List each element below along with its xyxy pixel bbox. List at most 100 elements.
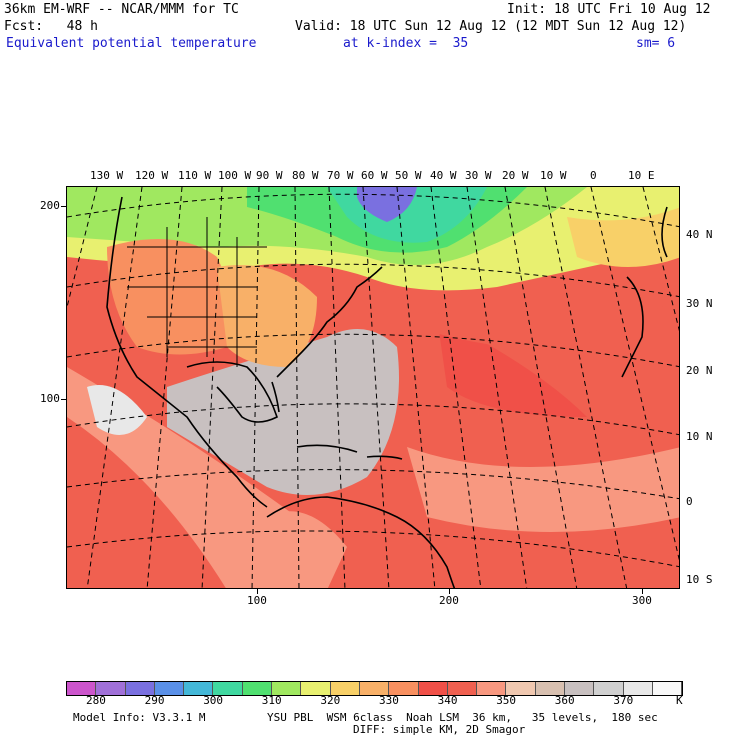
state-borders (166, 217, 238, 367)
colorbar-swatch (184, 682, 214, 695)
lon-label: 70 W (327, 169, 354, 182)
grid-tick (449, 589, 450, 594)
cuba (296, 444, 358, 453)
colorbar-tick-label: 280 (86, 694, 106, 707)
lon-label: 10 E (628, 169, 655, 182)
parallel-10n (67, 403, 679, 436)
lon-label: 50 W (395, 169, 422, 182)
hispaniola (366, 455, 403, 460)
meridian (294, 187, 300, 588)
colorbar-tick-label: 350 (496, 694, 517, 707)
lon-label: 40 W (430, 169, 457, 182)
parallel-20n (67, 333, 679, 368)
south-america-field (267, 511, 347, 588)
colorbar-swatch (330, 682, 360, 695)
west-africa-coast (621, 276, 644, 378)
colorbar-swatch (301, 682, 331, 695)
lon-label: 10 W (540, 169, 567, 182)
model-title: 36km EM-WRF -- NCAR/MMM for TC (4, 2, 239, 17)
grid-tick (257, 589, 258, 594)
meridian (642, 187, 679, 332)
lat-label: 10 S (686, 573, 713, 586)
meridian (430, 187, 482, 588)
eastern-us-field (217, 265, 317, 367)
colorbar-tick-label: 290 (144, 694, 165, 707)
pacific-coast (106, 196, 268, 508)
grid-y-label: 100 (40, 392, 60, 405)
meridian (466, 187, 528, 588)
atlantic-coast (276, 266, 383, 378)
meridian (396, 187, 436, 588)
grid-x-label: 200 (439, 594, 459, 607)
colorbar-swatch (652, 682, 683, 695)
colorbar-unit: K (676, 694, 683, 707)
colorbar-tick-label: 360 (554, 694, 575, 707)
lon-label: 80 W (292, 169, 319, 182)
colorbar-swatch (359, 682, 390, 695)
colorbar-swatch (272, 682, 302, 695)
coastlines (106, 196, 668, 588)
lon-label: 30 W (465, 169, 492, 182)
lon-label: 0 (590, 169, 597, 182)
meridian (251, 187, 260, 588)
itcz-band (407, 447, 679, 532)
lat-label: 0 (686, 495, 693, 508)
meridian (67, 187, 98, 308)
colorbar-swatch (242, 682, 273, 695)
lon-label: 90 W (256, 169, 283, 182)
gulf-coast (186, 361, 278, 423)
iberia-coast (661, 206, 668, 258)
colorbar-swatch (477, 682, 507, 695)
colorbar-tick-label: 340 (437, 694, 458, 707)
graticule (67, 187, 679, 588)
western-us-field (107, 239, 231, 355)
lon-label: 130 W (90, 169, 124, 182)
meridian (328, 187, 346, 588)
grid-y-label: 200 (40, 199, 60, 212)
colorbar-tick-label: 310 (261, 694, 282, 707)
colorbar-swatch (213, 682, 243, 695)
parallel-30n (67, 263, 679, 298)
parallel-40n (67, 193, 679, 228)
colorbar-swatch (565, 682, 595, 695)
lon-label: 20 W (502, 169, 529, 182)
valid-time: Valid: 18 UTC Sun 12 Aug 12 (12 MDT Sun … (295, 19, 687, 34)
gulf-caribbean-field (167, 329, 399, 495)
colorbar (66, 681, 684, 696)
meridian (86, 187, 143, 588)
map-canvas (67, 187, 679, 588)
grid-tick (61, 206, 66, 207)
state-borders (127, 246, 267, 348)
model-info: Model Info: V3.3.1 M (73, 711, 206, 724)
lat-label: 40 N (686, 228, 713, 241)
grid-tick (642, 589, 643, 594)
gulf-stream-streak (347, 268, 679, 347)
meridian (544, 187, 628, 588)
smoothing-info: sm= 6 (636, 36, 676, 51)
lat-label: 30 N (686, 297, 713, 310)
physics-info: YSU PBL WSM 6class Noah LSM 36 km, 35 le… (267, 711, 658, 724)
meridian (146, 187, 183, 588)
colorbar-swatch (125, 682, 155, 695)
atlantic-core (437, 317, 587, 417)
colorbar-swatch (418, 682, 448, 695)
lon-label: 60 W (361, 169, 388, 182)
south-america-coast (266, 496, 456, 588)
lon-label: 110 W (178, 169, 212, 182)
florida-coast (271, 381, 280, 413)
colorbar-tick-label: 320 (320, 694, 341, 707)
colorbar-swatch (67, 682, 97, 695)
colorbar-swatch (154, 682, 185, 695)
pacific-warm-band (67, 417, 226, 588)
forecast-hour: Fcst: 48 h (4, 19, 98, 34)
colorbar-swatch (96, 682, 126, 695)
colorbar-tick-label: 330 (379, 694, 399, 707)
grid-x-label: 300 (632, 594, 652, 607)
grid-x-label: 100 (247, 594, 267, 607)
colorbar-swatch (447, 682, 478, 695)
grid-tick (61, 399, 66, 400)
colorbar-swatch (594, 682, 624, 695)
europe-yellow-field (567, 207, 679, 267)
meridian (201, 187, 223, 588)
meridian (362, 187, 390, 588)
